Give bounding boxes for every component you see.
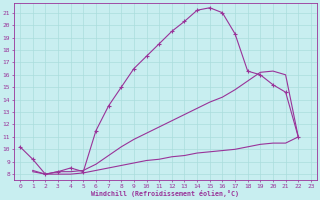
X-axis label: Windchill (Refroidissement éolien,°C): Windchill (Refroidissement éolien,°C) [92, 190, 239, 197]
